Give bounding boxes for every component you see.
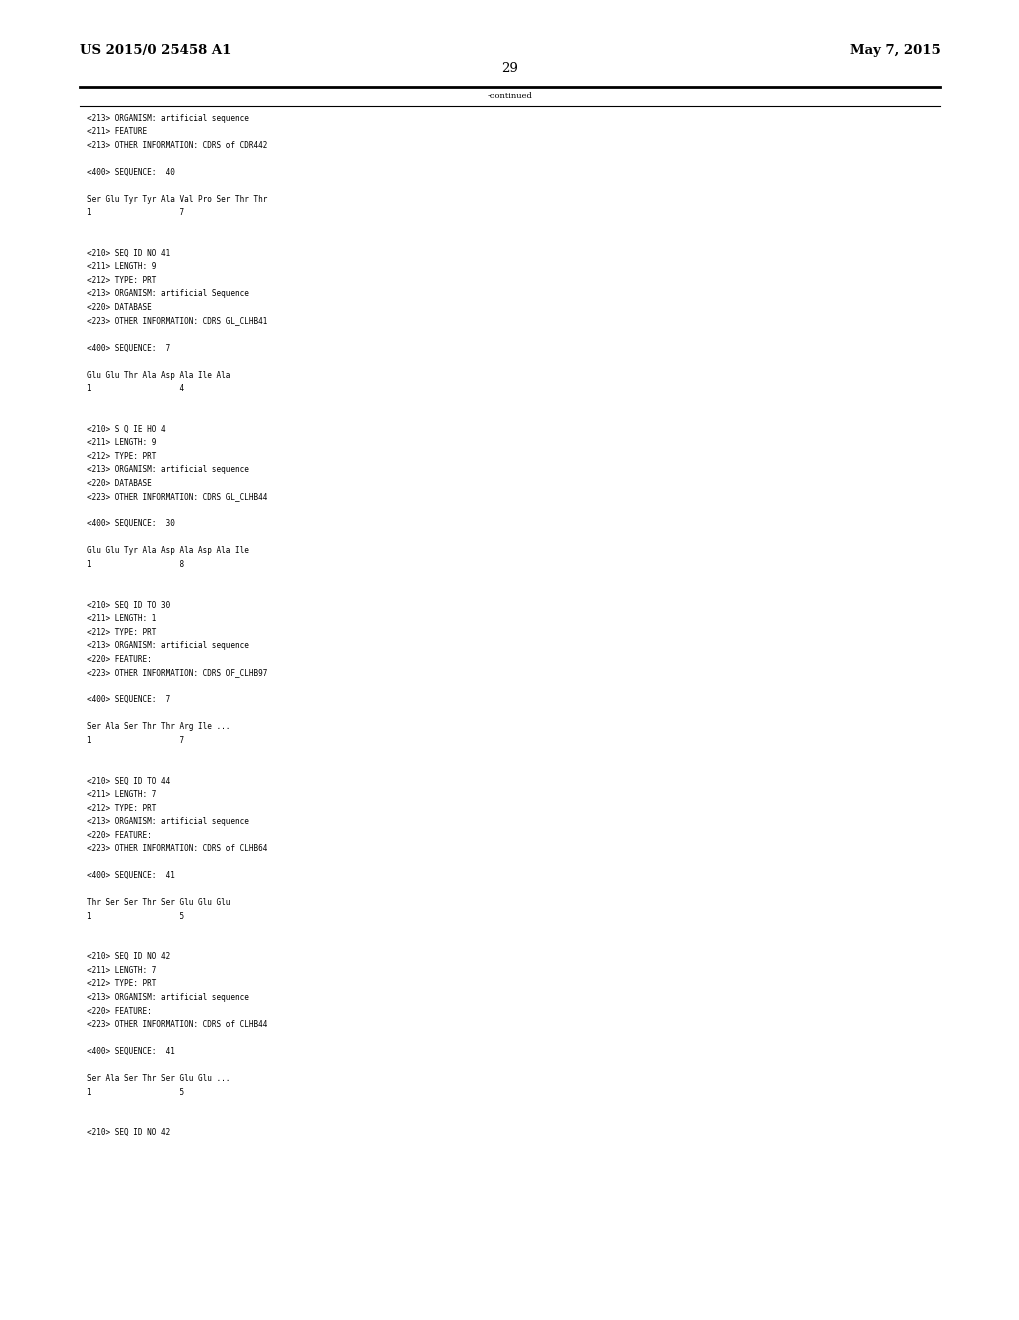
- Text: <220> FEATURE:: <220> FEATURE:: [87, 655, 151, 664]
- Text: <210> SEQ ID NO 41: <210> SEQ ID NO 41: [87, 248, 170, 257]
- Text: <223> OTHER INFORMATION: CDRS GL_CLHB44: <223> OTHER INFORMATION: CDRS GL_CLHB44: [87, 492, 267, 502]
- Text: 1                   4: 1 4: [87, 384, 183, 393]
- Text: <220> FEATURE:: <220> FEATURE:: [87, 1006, 151, 1015]
- Text: 1                   7: 1 7: [87, 209, 183, 218]
- Text: <220> DATABASE: <220> DATABASE: [87, 304, 151, 312]
- Text: <211> LENGTH: 1: <211> LENGTH: 1: [87, 614, 156, 623]
- Text: <210> SEQ ID NO 42: <210> SEQ ID NO 42: [87, 1129, 170, 1138]
- Text: <211> LENGTH: 9: <211> LENGTH: 9: [87, 263, 156, 272]
- Text: Ser Ala Ser Thr Thr Arg Ile ...: Ser Ala Ser Thr Thr Arg Ile ...: [87, 722, 230, 731]
- Text: <220> DATABASE: <220> DATABASE: [87, 479, 151, 488]
- Text: <213> ORGANISM: artificial sequence: <213> ORGANISM: artificial sequence: [87, 993, 249, 1002]
- Text: <223> OTHER INFORMATION: CDRS GL_CLHB41: <223> OTHER INFORMATION: CDRS GL_CLHB41: [87, 317, 267, 326]
- Text: Glu Glu Tyr Ala Asp Ala Asp Ala Ile: Glu Glu Tyr Ala Asp Ala Asp Ala Ile: [87, 546, 249, 556]
- Text: -continued: -continued: [487, 92, 532, 100]
- Text: <212> TYPE: PRT: <212> TYPE: PRT: [87, 979, 156, 989]
- Text: 29: 29: [501, 62, 518, 75]
- Text: <213> ORGANISM: artificial Sequence: <213> ORGANISM: artificial Sequence: [87, 289, 249, 298]
- Text: US 2015/0 25458 A1: US 2015/0 25458 A1: [79, 44, 230, 57]
- Text: <211> FEATURE: <211> FEATURE: [87, 127, 147, 136]
- Text: <211> LENGTH: 9: <211> LENGTH: 9: [87, 438, 156, 447]
- Text: <223> OTHER INFORMATION: CDRS OF_CLHB97: <223> OTHER INFORMATION: CDRS OF_CLHB97: [87, 668, 267, 677]
- Text: 1                   5: 1 5: [87, 1088, 183, 1097]
- Text: Ser Glu Tyr Tyr Ala Val Pro Ser Thr Thr: Ser Glu Tyr Tyr Ala Val Pro Ser Thr Thr: [87, 195, 267, 203]
- Text: <223> OTHER INFORMATION: CDRS of CLHB64: <223> OTHER INFORMATION: CDRS of CLHB64: [87, 845, 267, 853]
- Text: <400> SEQUENCE:  30: <400> SEQUENCE: 30: [87, 519, 174, 528]
- Text: <211> LENGTH: 7: <211> LENGTH: 7: [87, 789, 156, 799]
- Text: <400> SEQUENCE:  41: <400> SEQUENCE: 41: [87, 1047, 174, 1056]
- Text: <400> SEQUENCE:  7: <400> SEQUENCE: 7: [87, 343, 170, 352]
- Text: <212> TYPE: PRT: <212> TYPE: PRT: [87, 628, 156, 636]
- Text: May 7, 2015: May 7, 2015: [849, 44, 940, 57]
- Text: <213> ORGANISM: artificial sequence: <213> ORGANISM: artificial sequence: [87, 642, 249, 651]
- Text: 1                   8: 1 8: [87, 560, 183, 569]
- Text: Glu Glu Thr Ala Asp Ala Ile Ala: Glu Glu Thr Ala Asp Ala Ile Ala: [87, 371, 230, 380]
- Text: <212> TYPE: PRT: <212> TYPE: PRT: [87, 276, 156, 285]
- Text: <210> SEQ ID TO 30: <210> SEQ ID TO 30: [87, 601, 170, 610]
- Text: <211> LENGTH: 7: <211> LENGTH: 7: [87, 966, 156, 975]
- Text: Ser Ala Ser Thr Ser Glu Glu ...: Ser Ala Ser Thr Ser Glu Glu ...: [87, 1074, 230, 1084]
- Text: <400> SEQUENCE:  40: <400> SEQUENCE: 40: [87, 168, 174, 177]
- Text: <212> TYPE: PRT: <212> TYPE: PRT: [87, 804, 156, 813]
- Text: <400> SEQUENCE:  7: <400> SEQUENCE: 7: [87, 696, 170, 705]
- Text: <213> OTHER INFORMATION: CDRS of CDR442: <213> OTHER INFORMATION: CDRS of CDR442: [87, 140, 267, 149]
- Text: <213> ORGANISM: artificial sequence: <213> ORGANISM: artificial sequence: [87, 466, 249, 474]
- Text: <223> OTHER INFORMATION: CDRS of CLHB44: <223> OTHER INFORMATION: CDRS of CLHB44: [87, 1020, 267, 1030]
- Text: <213> ORGANISM: artificial sequence: <213> ORGANISM: artificial sequence: [87, 817, 249, 826]
- Text: <220> FEATURE:: <220> FEATURE:: [87, 830, 151, 840]
- Text: <210> SEQ ID TO 44: <210> SEQ ID TO 44: [87, 776, 170, 785]
- Text: Thr Ser Ser Thr Ser Glu Glu Glu: Thr Ser Ser Thr Ser Glu Glu Glu: [87, 898, 230, 907]
- Text: <210> S Q IE HO 4: <210> S Q IE HO 4: [87, 425, 165, 434]
- Text: <212> TYPE: PRT: <212> TYPE: PRT: [87, 451, 156, 461]
- Text: <213> ORGANISM: artificial sequence: <213> ORGANISM: artificial sequence: [87, 114, 249, 123]
- Text: <210> SEQ ID NO 42: <210> SEQ ID NO 42: [87, 953, 170, 961]
- Text: 1                   7: 1 7: [87, 737, 183, 744]
- Text: <400> SEQUENCE:  41: <400> SEQUENCE: 41: [87, 871, 174, 880]
- Text: 1                   5: 1 5: [87, 912, 183, 921]
